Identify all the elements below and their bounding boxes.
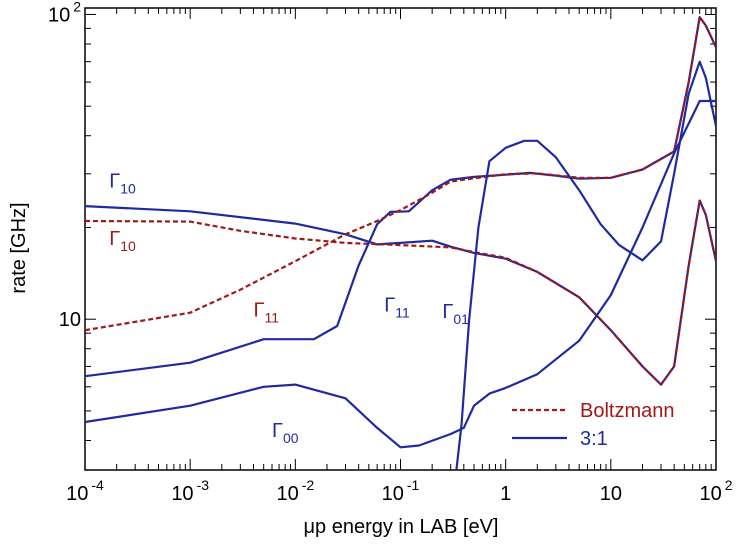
series-line-ratio-gamma-11 — [85, 16, 716, 378]
x-tick-label: 1 — [500, 483, 511, 505]
y-axis-label: rate [GHz] — [8, 202, 30, 293]
series-annotations: Γ10 Γ10 Γ11 Γ11 Γ01 Γ00 — [109, 171, 469, 446]
curve-label-gamma-10: Γ10 — [109, 171, 136, 197]
curve-label-gamma-00: Γ00 — [272, 420, 299, 446]
series-line-ratio-gamma-00 — [85, 99, 716, 449]
x-tick-label: 10 -1 — [382, 477, 420, 505]
legend: Boltzmann 3:1 — [512, 400, 675, 450]
y-tick-label: 10 — [59, 309, 81, 331]
series-lines — [85, 16, 716, 470]
x-tick-label: 10 -4 — [66, 477, 104, 505]
series-line-boltzmann-gamma-11 — [85, 16, 716, 332]
curve-label-gamma-11: Γ11 — [253, 300, 279, 326]
curve-label-gamma-10: Γ10 — [109, 228, 136, 254]
x-tick-label: 10 -2 — [276, 477, 314, 505]
series-line-boltzmann-gamma-10 — [85, 199, 716, 386]
x-tick-label: 10 — [600, 483, 622, 505]
curve-label-gamma-11: Γ11 — [384, 294, 410, 320]
x-tick-label: 10 2 — [699, 477, 732, 505]
series-line-ratio-gamma-10 — [85, 199, 716, 386]
x-axis-label: μp energy in LAB [eV] — [304, 516, 499, 538]
curve-label-gamma-01: Γ01 — [442, 301, 469, 327]
axes: 10 -4 10 -3 10 -2 10 -1 1 10 10 2 10 10 2 — [48, 0, 733, 505]
legend-label: 3:1 — [580, 428, 608, 450]
y-tick-label: 10 2 — [48, 0, 81, 26]
series-line-ratio-gamma-01 — [455, 60, 716, 470]
x-tick-label: 10 -3 — [171, 477, 209, 505]
legend-label: Boltzmann — [580, 400, 675, 422]
